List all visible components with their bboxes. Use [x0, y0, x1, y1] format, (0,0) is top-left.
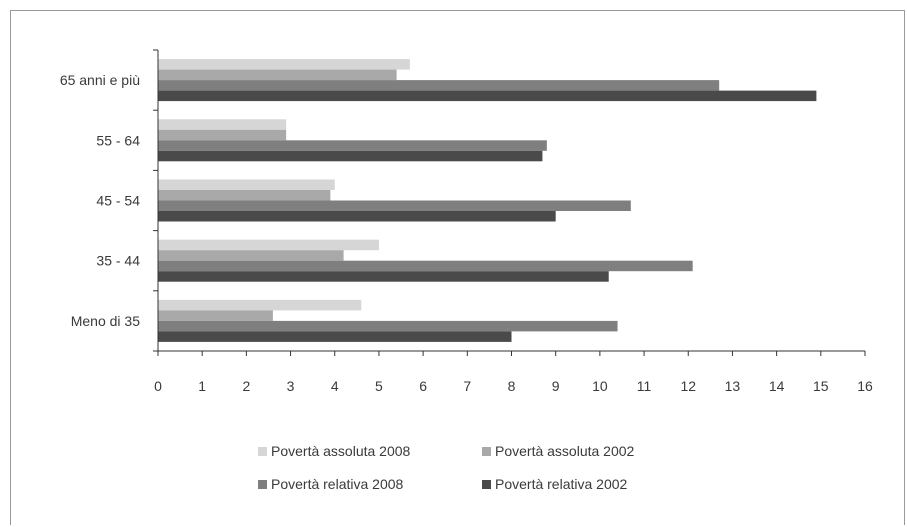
x-tick-label: 3: [287, 378, 295, 394]
bar: [158, 200, 631, 211]
legend-swatch: [258, 447, 267, 456]
bar: [158, 211, 556, 222]
bar: [158, 260, 693, 272]
x-tick-label: 7: [463, 378, 471, 394]
x-tick-label: 9: [552, 378, 560, 394]
y-tick-label: 65 anni e più: [60, 72, 140, 88]
bar: [158, 69, 397, 81]
bar: [158, 190, 331, 201]
bar: [158, 320, 618, 332]
bars-group: [158, 59, 817, 342]
x-tick-label: 8: [508, 378, 516, 394]
legend-label: Povertà relativa 2002: [495, 476, 628, 492]
bar: [158, 119, 287, 130]
bar: [158, 310, 273, 321]
legend-item: Povertà relativa 2008: [258, 476, 404, 492]
legend: Povertà assoluta 2008 Povertà assoluta 20…: [258, 443, 635, 492]
bar: [158, 140, 547, 151]
y-tick-label: 45 - 54: [96, 193, 140, 209]
x-tick-label: 13: [725, 378, 741, 394]
bar: [158, 250, 344, 261]
y-tick-label: 55 - 64: [96, 132, 140, 148]
bar: [158, 179, 335, 190]
x-tick-label: 10: [592, 378, 608, 394]
x-ticks-group: 0 1 2 3 4 5 6 7 8 9 10 11 12 13 14 15 16: [154, 351, 873, 394]
x-tick-label: 15: [813, 378, 829, 394]
x-tick-label: 14: [769, 378, 785, 394]
y-ticks-group: 65 anni e più 55 - 64 45 - 54 35 - 44 Meno d…: [60, 49, 158, 352]
x-tick-label: 11: [637, 378, 652, 394]
bar: [158, 239, 379, 251]
legend-label: Povertà assoluta 2008: [271, 443, 411, 459]
legend-item: Povertà assoluta 2002: [482, 443, 635, 459]
bar: [158, 271, 609, 282]
x-tick-label: 2: [242, 378, 250, 394]
bar: [158, 80, 720, 91]
legend-swatch: [482, 480, 491, 489]
bar: [158, 59, 410, 70]
x-tick-label: 4: [331, 378, 339, 394]
y-tick-label: Meno di 35: [71, 313, 140, 329]
legend-label: Povertà relativa 2008: [271, 476, 404, 492]
legend-label: Povertà assoluta 2002: [495, 443, 635, 459]
legend-item: Povertà relativa 2002: [482, 476, 628, 492]
legend-item: Povertà assoluta 2008: [258, 443, 411, 459]
bar: [158, 299, 362, 311]
bar: [158, 129, 287, 141]
y-tick-label: 35 - 44: [96, 253, 140, 269]
legend-swatch: [482, 447, 491, 456]
x-tick-label: 12: [680, 378, 696, 394]
bar: [158, 331, 512, 342]
legend-swatch: [258, 480, 267, 489]
x-tick-label: 0: [154, 378, 162, 394]
x-tick-label: 6: [419, 378, 427, 394]
x-tick-label: 5: [375, 378, 383, 394]
bar: [158, 150, 543, 162]
bar: [158, 90, 817, 102]
x-tick-label: 1: [198, 378, 206, 394]
chart-frame: [10, 10, 905, 525]
x-tick-label: 16: [857, 378, 873, 394]
